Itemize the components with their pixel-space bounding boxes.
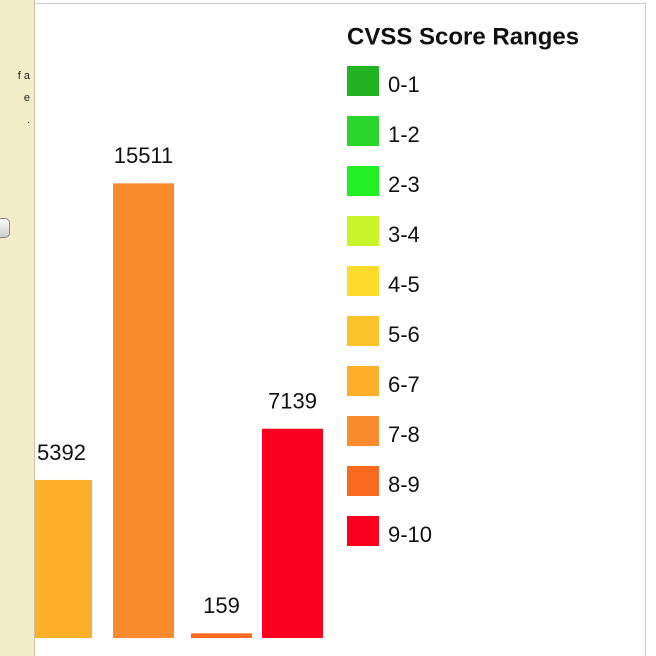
legend-swatch [347,66,379,96]
side-panel: f a e. [0,0,35,656]
legend-label: 6-7 [388,372,420,397]
legend-label: 5-6 [388,322,420,347]
legend-swatch [347,416,379,446]
panel-text: . [26,114,30,126]
legend-swatch [347,316,379,346]
legend-label: 7-8 [388,422,420,447]
panel-text: e [23,92,30,104]
legend-swatch [347,466,379,496]
legend-label: 0-1 [388,72,420,97]
bar [31,479,92,638]
legend-swatch [347,116,379,146]
legend-label: 3-4 [388,222,420,247]
legend-swatch [347,216,379,246]
bar [262,428,323,638]
bar [191,633,252,638]
legend-swatch [347,516,379,546]
panel-text: f a [17,70,30,82]
button[interactable] [0,218,10,238]
legend-label: 2-3 [388,172,420,197]
legend-title: CVSS Score Ranges [347,23,579,50]
legend-swatch [347,366,379,396]
legend-swatch [347,266,379,296]
legend-label: 4-5 [388,272,420,297]
value-label: 15511 [114,143,174,168]
legend-swatch [347,166,379,196]
value-label: 7139 [268,389,317,414]
legend-label: 8-9 [388,472,420,497]
value-label: 159 [203,593,240,618]
legend-label: 9-10 [388,522,432,547]
bar [113,183,174,639]
value-label: 5392 [37,440,86,465]
legend-label: 1-2 [388,122,420,147]
